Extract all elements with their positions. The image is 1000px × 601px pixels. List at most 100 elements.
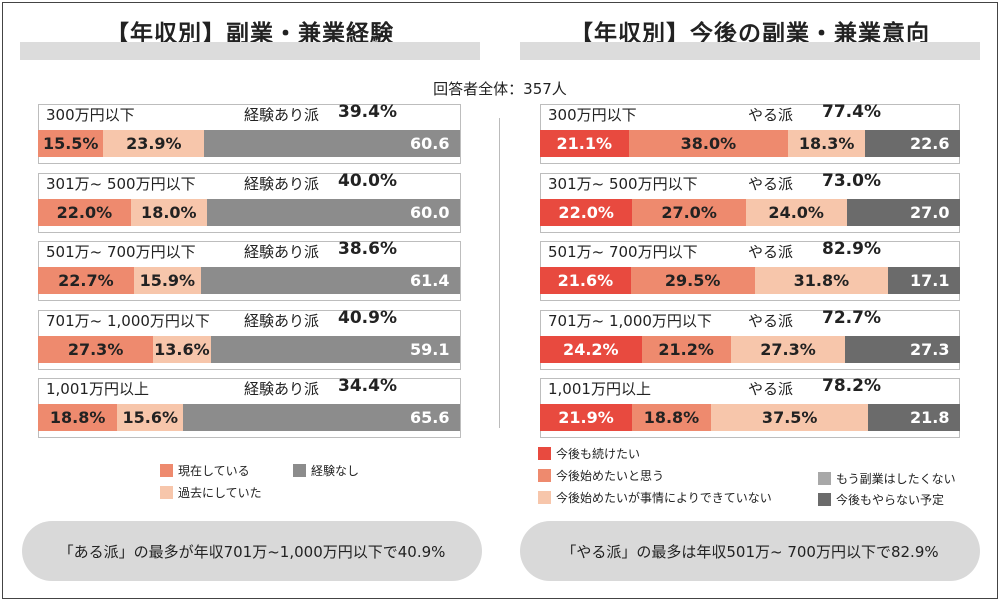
right-legend-label: 今後始めたいと思う xyxy=(556,469,665,483)
left-legend-item: 現在している xyxy=(160,462,250,479)
left-bar-segment xyxy=(200,267,460,294)
right-bar: 22.0% 27.0% 24.0% 27.0 xyxy=(540,198,960,226)
right-bar-segment xyxy=(846,198,960,226)
right-bar-segment xyxy=(628,130,789,157)
left-legend-swatch xyxy=(160,464,173,477)
right-segment-value: 29.5% xyxy=(664,271,721,290)
left-group: 1,001万円以上 経験あり派 34.4% 18.8% 15.6% 65.6 xyxy=(38,376,461,438)
right-segment-value: 24.0% xyxy=(768,202,824,222)
left-category-label: 701万~ 1,000万円以下 xyxy=(46,311,210,330)
left-segment-value: 22.0% xyxy=(56,202,113,222)
right-legend-item: 今後始めたいが事情によりできていない xyxy=(538,489,772,506)
left-total-value: 38.6% xyxy=(338,239,397,259)
left-legend-swatch xyxy=(160,486,173,499)
left-legend-swatch xyxy=(293,464,306,477)
right-segment-value: 22.6 xyxy=(910,134,950,153)
right-bar-segment xyxy=(641,335,731,363)
right-bar: 21.9% 18.8% 37.5% 21.8 xyxy=(540,404,960,431)
right-legend-label: 今後始めたいが事情によりできていない xyxy=(556,491,772,505)
left-segment-value: 59.1 xyxy=(410,339,450,359)
left-bar-segment xyxy=(153,335,211,363)
left-segment-value: 15.6% xyxy=(122,408,179,427)
right-legend-item: 今後始めたいと思う xyxy=(538,467,664,484)
right-group: 300万円以下 やる派 77.4% 21.1% 38.0% 18.3% 22.6 xyxy=(540,102,960,164)
right-key-label: やる派 xyxy=(748,174,794,193)
right-bar-segment xyxy=(630,267,755,294)
right-legend-label: 今後も続けたい xyxy=(556,447,641,461)
left-bar: 27.3% 13.6% 59.1 xyxy=(38,335,460,363)
right-total-value: 73.0% xyxy=(822,170,881,191)
left-bar-segment xyxy=(210,335,460,363)
left-category-label: 300万円以下 xyxy=(46,106,135,124)
right-group: 301万~ 500万円以下 やる派 73.0% 22.0% 27.0% 24.0% 27.0 xyxy=(540,170,960,233)
left-bar: 22.7% 15.9% 61.4 xyxy=(38,267,460,294)
right-legend-swatch xyxy=(538,447,551,460)
right-bar-segment xyxy=(888,267,960,294)
left-segment-value: 60.0 xyxy=(410,202,450,222)
left-segment-value: 18.8% xyxy=(49,408,106,427)
right-bar-segment xyxy=(754,267,889,294)
right-category-label: 300万円以下 xyxy=(548,106,637,124)
left-segment-value: 18.0% xyxy=(141,202,197,222)
right-summary: 「やる派」の最多は年収501万~ 700万円以下で82.9% xyxy=(520,521,980,581)
left-key-label: 経験あり派 xyxy=(244,380,320,398)
left-total-value: 40.9% xyxy=(338,307,397,328)
right-legend-item: もう副業はしたくない xyxy=(818,470,956,487)
left-bar-segment xyxy=(130,198,207,226)
right-legend-label: もう副業はしたくない xyxy=(836,472,956,486)
left-bar-segment xyxy=(38,335,154,363)
right-title-underbar xyxy=(520,42,980,60)
right-segment-value: 27.3 xyxy=(910,339,950,359)
right-legend-swatch xyxy=(818,472,831,485)
right-group: 501万~ 700万円以下 やる派 82.9% 21.6% 29.5% 31.8% 17.1 xyxy=(540,239,960,301)
left-total-value: 34.4% xyxy=(338,376,397,396)
right-bar: 21.6% 29.5% 31.8% 17.1 xyxy=(540,267,960,294)
right-total-value: 72.7% xyxy=(822,307,881,328)
left-legend-item: 過去にしていた xyxy=(160,484,262,501)
right-segment-value: 27.3% xyxy=(760,339,816,359)
left-group: 301万~ 500万円以下 経験あり派 40.0% 22.0% 18.0% 60.0 xyxy=(38,170,461,233)
right-segment-value: 21.1% xyxy=(556,134,613,153)
right-segment-value: 21.6% xyxy=(557,271,614,290)
right-segment-value: 31.8% xyxy=(793,271,850,290)
left-segment-value: 61.4 xyxy=(410,271,450,290)
left-key-label: 経験あり派 xyxy=(244,106,320,124)
right-segment-value: 27.0 xyxy=(910,202,950,222)
right-group: 1,001万円以上 やる派 78.2% 21.9% 18.8% 37.5% 21.8 xyxy=(540,376,960,438)
right-category-label: 1,001万円以上 xyxy=(548,380,651,398)
right-segment-value: 18.3% xyxy=(798,134,855,153)
left-group: 701万~ 1,000万円以下 経験あり派 40.9% 27.3% 13.6% 59.1 xyxy=(38,307,461,370)
left-legend-item: 経験なし xyxy=(293,462,359,479)
left-legend-label: 過去にしていた xyxy=(178,486,262,500)
left-bar-segment xyxy=(204,130,460,157)
right-bar-segment xyxy=(540,198,633,226)
left-segment-value: 27.3% xyxy=(67,339,124,359)
right-legend-item: 今後もやらない予定 xyxy=(818,491,944,508)
right-bar-segment xyxy=(540,267,631,294)
right-segment-value: 21.9% xyxy=(558,408,614,427)
left-category-label: 1,001万円以上 xyxy=(46,380,149,398)
left-segment-value: 23.9% xyxy=(126,134,182,153)
left-bar-segment xyxy=(38,267,134,294)
left-segment-value: 13.6% xyxy=(154,339,210,359)
left-key-label: 経験あり派 xyxy=(244,311,320,330)
left-bar-segment xyxy=(38,404,118,431)
left-total-value: 40.0% xyxy=(338,170,397,191)
right-bar-segment xyxy=(540,404,632,431)
right-bar-segment xyxy=(540,130,629,157)
left-segment-value: 15.5% xyxy=(42,134,99,153)
right-legend-swatch xyxy=(818,493,831,506)
left-group: 300万円以下 経験あり派 39.4% 15.5% 23.9% 60.6 xyxy=(38,102,461,164)
right-segment-value: 38.0% xyxy=(680,134,737,153)
left-bar-segment xyxy=(38,130,104,157)
right-segment-value: 24.2% xyxy=(563,339,619,359)
right-bar: 24.2% 21.2% 27.3% 27.3 xyxy=(540,335,960,363)
left-bar-segment xyxy=(38,198,131,226)
right-key-label: やる派 xyxy=(748,380,794,398)
right-bar-segment xyxy=(865,130,960,157)
right-segment-value: 17.1 xyxy=(910,271,950,290)
left-key-label: 経験あり派 xyxy=(244,243,320,261)
left-segment-value: 15.9% xyxy=(139,271,196,290)
left-segment-value: 22.7% xyxy=(58,271,114,290)
right-segment-value: 18.8% xyxy=(643,408,700,427)
